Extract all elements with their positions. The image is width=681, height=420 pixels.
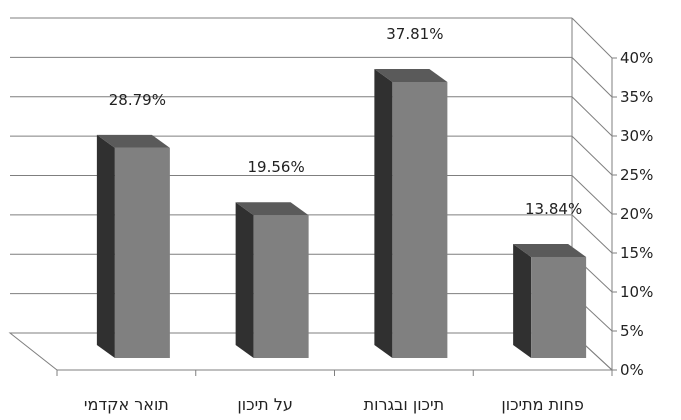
bar — [513, 243, 587, 358]
bar-side-face — [96, 134, 115, 358]
bar-top-face — [235, 202, 309, 216]
y-tick-label: 0% — [620, 361, 644, 379]
data-label: 19.56% — [248, 158, 305, 176]
y-tick-label: 15% — [620, 244, 653, 262]
side-wall-line — [571, 96, 613, 137]
y-tick-label: 35% — [620, 88, 653, 106]
y-tick-label: 10% — [620, 283, 653, 301]
bar-side-face — [235, 202, 254, 358]
bar-top-face — [513, 243, 587, 257]
bar-front-face — [253, 215, 309, 358]
side-wall-line — [571, 135, 613, 176]
axes — [56, 57, 617, 376]
y-tick-label: 20% — [620, 205, 653, 223]
labels: 0% 5% 10% 15% 20% 25% 30% 35% 40% 28.79% תואר אקדמ… — [84, 25, 653, 414]
bar — [96, 134, 170, 358]
bar-front-face — [531, 256, 587, 358]
side-wall-line — [571, 175, 613, 215]
data-label: 28.79% — [109, 91, 166, 109]
bar — [374, 68, 448, 358]
bar-front-face — [114, 147, 170, 358]
side-wall-line — [571, 57, 613, 98]
data-label: 37.81% — [386, 25, 443, 43]
bar-front-face — [392, 81, 448, 358]
side-wall-line — [571, 214, 613, 254]
y-tick-label: 25% — [620, 166, 653, 184]
y-tick-label: 30% — [620, 127, 653, 145]
x-category-label: על תיכון — [237, 395, 292, 414]
x-category-label: פחות מתיכון — [501, 395, 584, 414]
bar — [235, 202, 309, 358]
y-tick-label: 40% — [620, 49, 653, 67]
side-wall-line — [571, 17, 613, 59]
x-category-label: תיכון ובגרות — [364, 395, 444, 414]
bar-top-face — [374, 68, 448, 82]
y-tick-label: 5% — [620, 322, 644, 340]
data-label: 13.84% — [525, 200, 582, 218]
bars — [96, 68, 587, 358]
bar-side-face — [513, 243, 532, 358]
x-category-label: תואר אקדמי — [84, 395, 169, 414]
bar-side-face — [374, 68, 393, 358]
bar-top-face — [96, 134, 170, 148]
